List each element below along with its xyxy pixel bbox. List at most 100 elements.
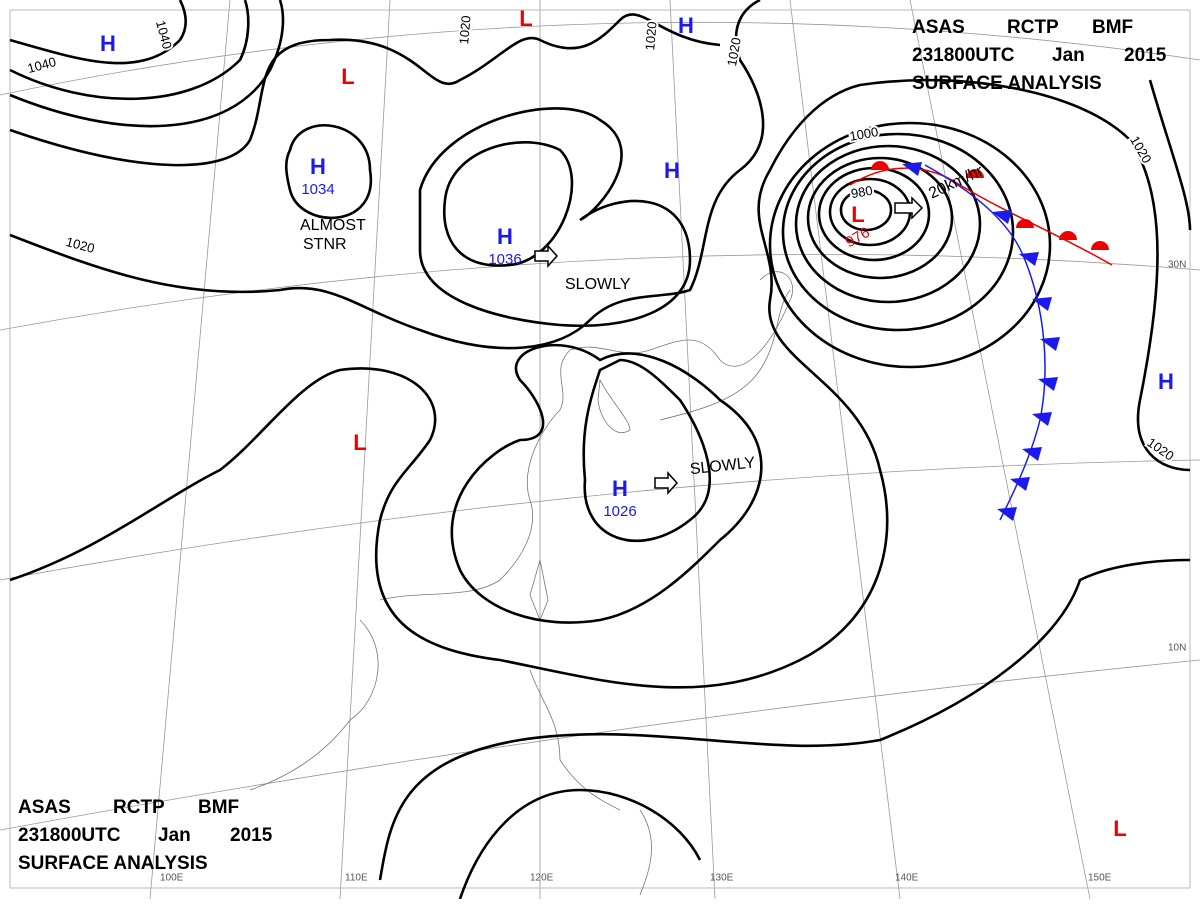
motion-arrow	[654, 471, 679, 495]
isobar-label: 1020	[724, 36, 744, 67]
header-code: ASAS	[18, 797, 71, 818]
isobar	[781, 132, 1015, 332]
isobar	[582, 358, 711, 543]
lon-line	[339, 0, 391, 900]
cold-front-symbol	[1032, 412, 1052, 426]
warm-front-symbol	[1091, 241, 1109, 250]
isobar	[458, 788, 702, 900]
warm-front-symbol	[871, 161, 889, 170]
warm-front-symbol	[966, 169, 984, 178]
isobar	[839, 188, 893, 232]
isobar	[418, 107, 692, 327]
header-time: 2015	[1124, 45, 1167, 66]
isobar-label: 1020	[642, 21, 659, 51]
isobar	[9, 13, 721, 167]
center-symbol: L	[341, 64, 354, 89]
cold-front-symbol	[1032, 297, 1052, 311]
isobar	[794, 144, 982, 304]
center-pressure: 1034	[301, 181, 334, 198]
center-symbol: H	[310, 154, 326, 179]
warm-front-symbol	[1059, 231, 1077, 240]
lat-line	[0, 21, 1200, 96]
isobar	[442, 141, 574, 267]
annotation: STNR	[303, 236, 347, 253]
latitude-label: 30N	[1168, 260, 1186, 271]
center-symbol: H	[497, 224, 513, 249]
header-title: SURFACE ANALYSIS	[912, 73, 1102, 94]
longitude-label: 140E	[895, 873, 919, 884]
motion-arrow	[894, 196, 924, 220]
center-symbol: H	[100, 31, 116, 56]
annotation: ALMOST	[300, 217, 366, 234]
cold-front	[924, 164, 1046, 521]
lat-line	[0, 459, 1200, 581]
center-symbol: H	[664, 158, 680, 183]
longitude-label: 100E	[160, 873, 184, 884]
coastlines	[249, 271, 793, 896]
isobar-label: 1020	[456, 15, 473, 45]
longitude-label: 110E	[345, 873, 368, 884]
coast	[249, 619, 379, 791]
center-pressure: 1026	[603, 503, 636, 520]
center-symbol: H	[678, 13, 694, 38]
annotation: SLOWLY	[565, 276, 631, 293]
isobar	[768, 121, 1052, 369]
center-pressure: 1036	[488, 251, 521, 268]
coast	[639, 809, 652, 896]
header-title: SURFACE ANALYSIS	[18, 853, 208, 874]
isobar	[9, 78, 1191, 689]
isobar-label: 980	[850, 183, 874, 202]
isobar	[284, 124, 373, 220]
header-code: BMF	[1092, 17, 1133, 38]
longitude-label: 130E	[710, 873, 734, 884]
header-time: Jan	[158, 825, 191, 846]
isobar	[450, 343, 763, 624]
lon-line	[669, 0, 716, 900]
isobar-label: 1000	[848, 124, 879, 144]
cold-front-symbol	[997, 507, 1017, 521]
cold-front-symbol	[1019, 252, 1039, 266]
cold-front-symbol	[1022, 447, 1042, 461]
header-time: Jan	[1052, 45, 1085, 66]
isobar	[9, 0, 188, 65]
cold-front-symbol	[1038, 377, 1058, 391]
isobar	[9, 0, 285, 128]
lon-line	[149, 0, 231, 900]
coast	[529, 669, 621, 811]
lat-line	[0, 253, 1200, 331]
header-time: 231800UTC	[912, 45, 1015, 66]
front-symbols	[871, 161, 1109, 521]
coast	[379, 271, 793, 601]
coast	[659, 289, 791, 421]
header-code: RCTP	[113, 797, 165, 818]
coast	[597, 378, 631, 433]
cold-front-symbol	[1010, 477, 1030, 491]
header-time: 2015	[230, 825, 273, 846]
center-symbol: L	[851, 202, 864, 227]
warm-front-symbol	[1016, 219, 1034, 228]
isobar	[9, 0, 765, 350]
isobar	[1148, 79, 1192, 231]
motion-arrow	[534, 244, 559, 268]
annotation: SLOWLY	[689, 454, 756, 478]
center-symbol: L	[1113, 816, 1126, 841]
fronts	[849, 161, 1113, 521]
isobar	[378, 558, 1191, 881]
latitude-label: 10N	[1168, 643, 1186, 654]
header-time: 231800UTC	[18, 825, 121, 846]
center-symbol: L	[519, 6, 532, 31]
header-code: ASAS	[912, 17, 965, 38]
cold-front-symbol	[1040, 337, 1060, 351]
cyclone-isobars	[768, 121, 1052, 369]
frame	[9, 9, 1191, 889]
lat-line	[0, 659, 1200, 831]
longitude-label: 120E	[530, 873, 554, 884]
header-code: RCTP	[1007, 17, 1059, 38]
isobars	[9, 0, 1192, 900]
center-symbol: H	[1158, 369, 1174, 394]
header-code: BMF	[198, 797, 239, 818]
cold-front-symbol	[992, 210, 1012, 224]
center-symbol: L	[353, 430, 366, 455]
